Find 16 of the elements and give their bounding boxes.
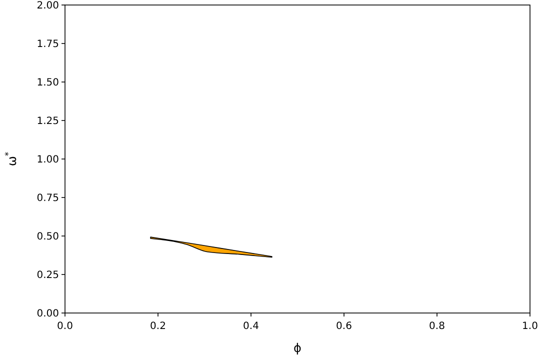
x-tick-label: 0.8 xyxy=(429,321,445,332)
y-tick-label: 2.00 xyxy=(36,0,59,12)
x-tick-label: 1.0 xyxy=(522,321,538,332)
x-tick-label: 0.0 xyxy=(57,321,73,332)
y-tick-label: 0.50 xyxy=(36,232,59,242)
x-tick-label: 0.4 xyxy=(243,321,259,332)
y-tick-label: 1.00 xyxy=(36,154,59,166)
y-tick-label: 1.50 xyxy=(36,78,59,88)
y-tick-label: 0.25 xyxy=(36,270,59,281)
x-axis-title: ϕ xyxy=(294,341,302,355)
y-tick-label: 1.75 xyxy=(36,39,59,50)
x-tick-label: 0.6 xyxy=(336,321,352,332)
y-tick-label: 0.75 xyxy=(36,193,59,204)
x-tick-label: 0.2 xyxy=(150,321,166,332)
y-tick-label: 1.25 xyxy=(36,116,59,127)
y-tick-label: 0.00 xyxy=(36,308,59,320)
